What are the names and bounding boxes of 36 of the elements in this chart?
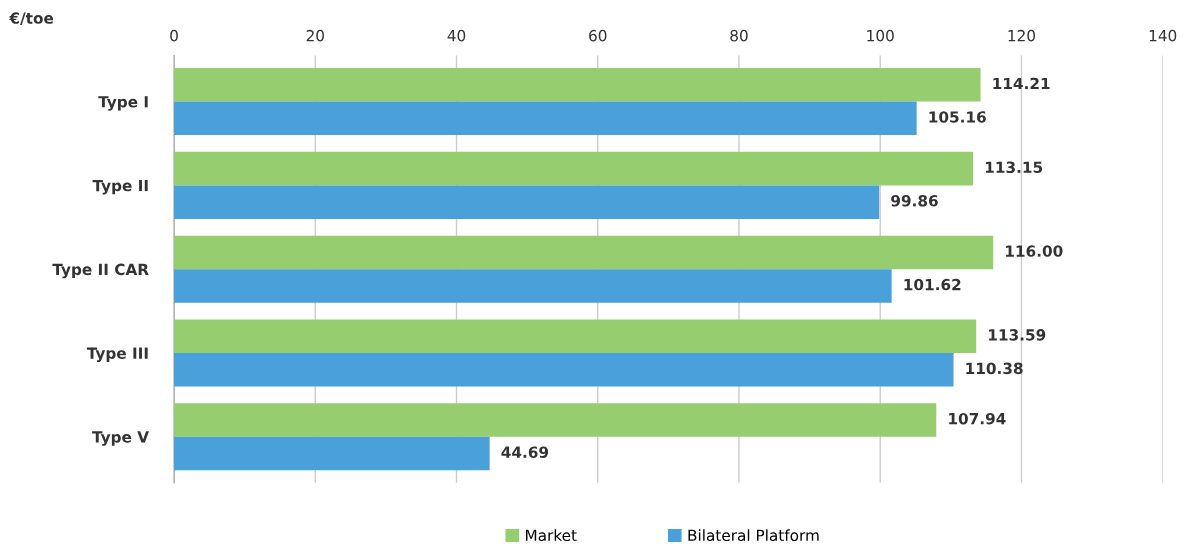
y-tick-label: Type II CAR [52,263,149,279]
x-tick-label: 140 [1149,29,1177,42]
bar [174,403,937,437]
x-tick-label: 0 [170,29,178,42]
x-tick-label: 80 [730,29,748,42]
data-label: 105.16 [929,111,986,123]
x-tick-label: 120 [1008,29,1036,42]
x-tick-label: 20 [306,29,324,42]
legend-label: Bilateral Platform [688,529,819,542]
data-label: 116.00 [1006,245,1063,257]
y-tick-label: Type I [98,96,148,111]
y-tick-label: Type II [92,179,148,195]
bar [174,269,892,303]
x-tick-label: 100 [867,29,894,42]
x-axis-title: €/toe [9,12,54,26]
x-tick-label: 60 [589,29,607,42]
x-tick-label: 40 [447,29,466,42]
data-label: 44.69 [501,446,549,458]
bar [174,68,981,102]
data-label: 113.59 [989,329,1046,341]
data-label: 114.21 [993,77,1050,90]
bar [174,101,917,136]
data-label: 110.38 [966,362,1023,375]
y-tick-label: Type III [86,347,148,363]
data-label: 101.62 [904,278,961,291]
bar [174,185,880,219]
data-label: 99.86 [891,195,938,207]
bar [174,436,490,471]
bar [174,151,974,186]
data-label: 113.15 [985,161,1043,174]
bar [174,235,994,270]
bar [174,319,977,353]
bar [174,352,954,387]
y-tick-label: Type V [92,431,149,446]
legend-label: Market [526,529,577,542]
data-label: 107.94 [949,412,1006,425]
